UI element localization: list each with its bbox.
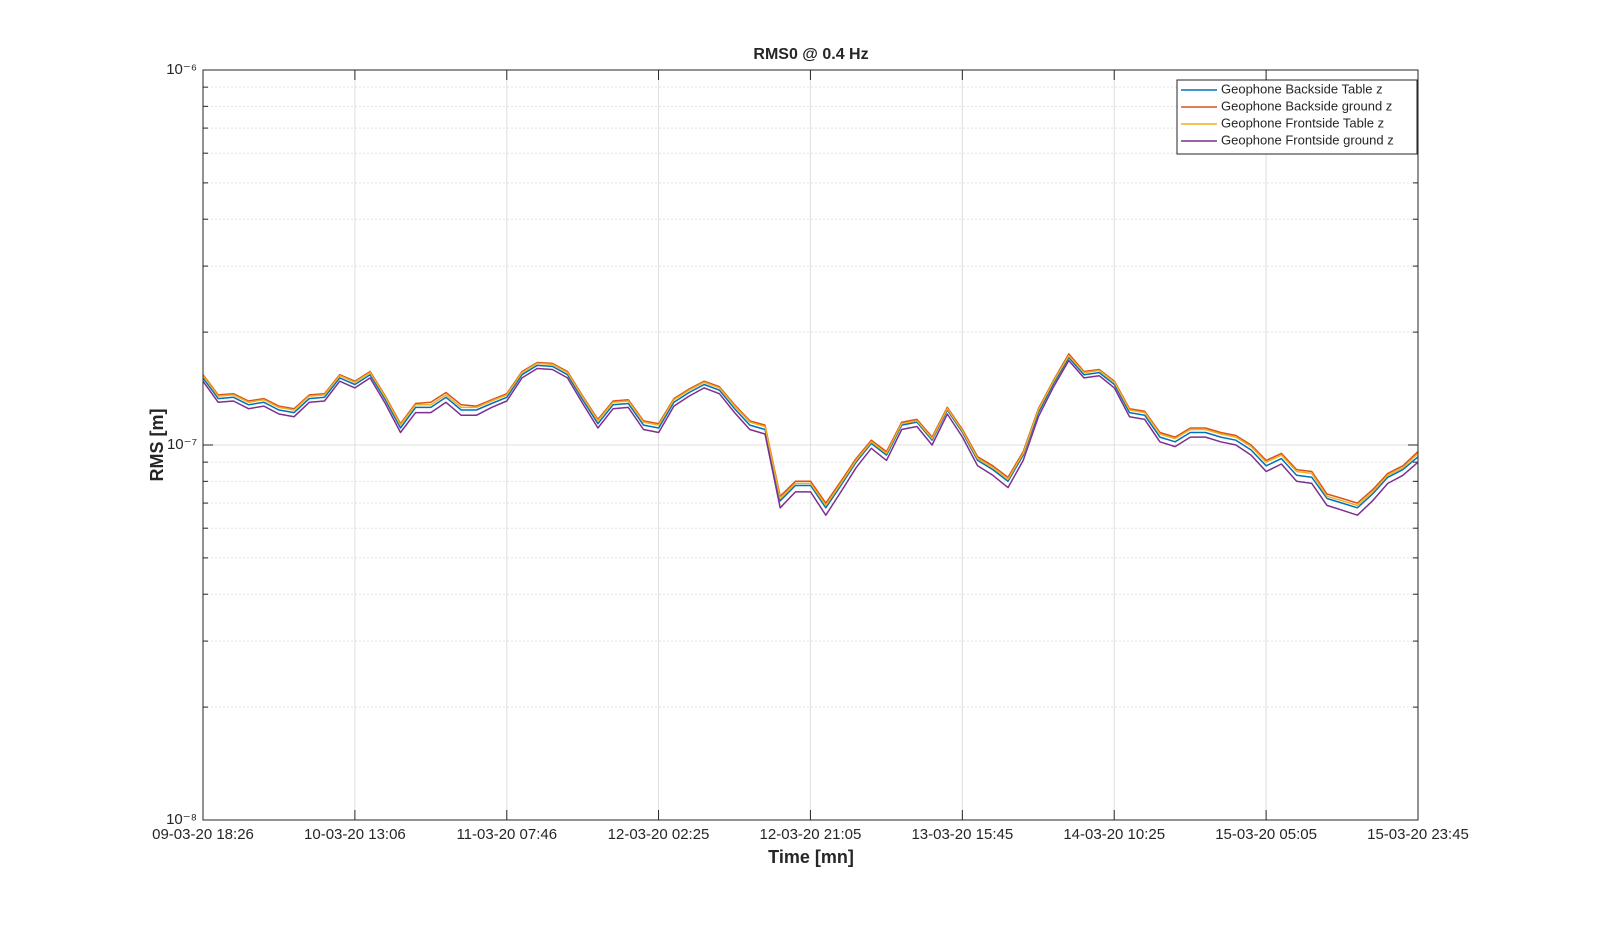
- x-tick-label: 09-03-20 18:26: [152, 826, 254, 843]
- series-line: [202, 353, 1419, 504]
- x-tick-label: 12-03-20 02:25: [608, 826, 710, 843]
- x-axis-label: Time [mn]: [768, 847, 854, 867]
- x-tick-label: 15-03-20 05:05: [1215, 826, 1317, 843]
- series-line: [202, 354, 1419, 507]
- axes-box: [202, 69, 1419, 821]
- series-line: [202, 356, 1419, 509]
- x-tick-label: 11-03-20 07:46: [456, 826, 557, 843]
- legend-label: Geophone Frontside ground z: [1221, 132, 1394, 147]
- legend-label: Geophone Frontside Table z: [1221, 115, 1384, 130]
- y-tick-label: 10⁻⁷: [167, 436, 197, 453]
- chart-title: RMS0 @ 0.4 Hz: [753, 46, 868, 63]
- series-lines: [202, 353, 1419, 516]
- x-tick-label: 12-03-20 21:05: [760, 826, 862, 843]
- x-tick-label: 14-03-20 10:25: [1063, 826, 1165, 843]
- legend-label: Geophone Backside Table z: [1221, 81, 1383, 96]
- y-axis-label: RMS [m]: [147, 409, 167, 482]
- legend-label: Geophone Backside ground z: [1221, 98, 1392, 113]
- x-tick-label: 13-03-20 15:45: [911, 826, 1013, 843]
- legend: Geophone Backside Table z Geophone Backsi…: [1176, 79, 1418, 155]
- y-tick-label: 10⁻⁶: [166, 61, 197, 78]
- x-tick-label: 10-03-20 13:06: [304, 826, 406, 843]
- x-tick-label: 15-03-20 23:45: [1367, 826, 1469, 843]
- y-tick-label: 10⁻⁸: [166, 811, 197, 828]
- series-line: [202, 359, 1419, 516]
